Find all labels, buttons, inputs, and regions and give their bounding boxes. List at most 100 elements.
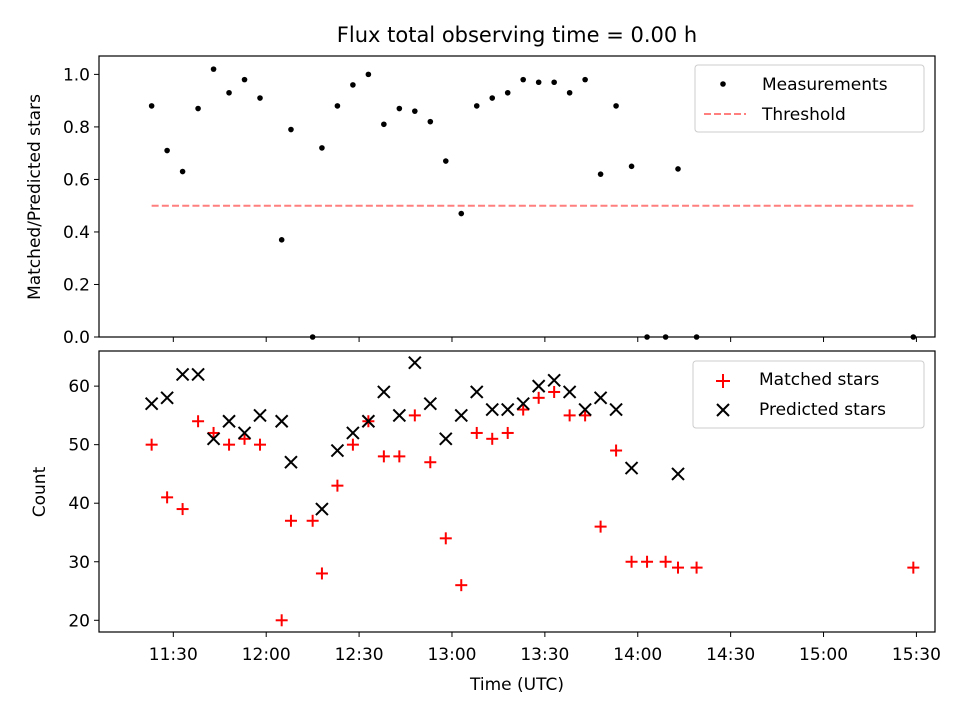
top-y-tick-label: 0.8	[63, 118, 90, 138]
legend-matched-swatch	[716, 374, 730, 388]
matched-star-point	[377, 450, 390, 463]
bottom-y-tick-label: 40	[68, 494, 90, 514]
measurement-point	[350, 82, 356, 88]
matched-star-point	[275, 614, 288, 627]
predicted-star-point	[175, 367, 190, 382]
predicted-star-point	[516, 396, 530, 411]
matched-star-point	[548, 385, 561, 398]
measurement-point	[675, 166, 681, 172]
bottom-legend: Matched stars Predicted stars	[692, 360, 925, 429]
predicted-star-point	[562, 385, 577, 399]
predicted-star-point	[191, 367, 205, 382]
measurement-point	[520, 76, 526, 83]
predicted-star-point	[206, 432, 221, 446]
measurement-point	[210, 66, 217, 72]
measurement-point	[148, 103, 155, 109]
predicted-star-point	[284, 455, 298, 469]
bottom-legend-box	[692, 360, 925, 429]
predicted-star-point	[377, 385, 391, 399]
matched-star-point	[579, 409, 592, 422]
top-y-tick-label: 0.6	[63, 170, 90, 190]
measurement-point	[458, 210, 465, 217]
matched-star-point	[284, 514, 297, 527]
legend-threshold-label: Threshold	[761, 105, 846, 125]
measurement-point	[195, 105, 201, 112]
matched-star-point	[532, 391, 545, 404]
matched-star-point	[455, 579, 468, 592]
bottom-x-tick-label: 11:30	[149, 645, 198, 665]
bottom-axis-ticks: 20 30 40 50 60 11:30 12:00 12:30 13:00 13:30 14:00…	[68, 377, 941, 665]
bottom-x-tick-label: 15:30	[892, 645, 941, 665]
measurement-point	[427, 118, 434, 125]
bottom-x-tick-label: 15:00	[799, 645, 848, 665]
predicted-star-point	[501, 402, 515, 417]
legend-measurements-label: Measurements	[762, 75, 888, 95]
matched-star-point	[176, 503, 189, 516]
predicted-star-point	[315, 502, 329, 516]
bottom-x-tick-label: 12:00	[242, 645, 291, 665]
matched-star-point	[594, 520, 607, 533]
predicted-star-point	[423, 396, 438, 411]
legend-predicted-swatch	[716, 403, 730, 417]
bottom-x-tick-label: 12:30	[335, 645, 384, 665]
measurement-point	[582, 76, 588, 83]
matched-star-point	[161, 491, 174, 504]
matched-star-point	[238, 432, 251, 445]
measurement-point	[278, 237, 285, 243]
matched-star-point	[659, 555, 672, 568]
matched-star-point	[625, 555, 638, 568]
top-y-tick-label: 0.4	[63, 223, 90, 243]
matched-star-point	[690, 561, 703, 574]
measurement-point	[551, 79, 557, 86]
predicted-star-point	[144, 396, 159, 411]
predicted-star-point	[439, 432, 453, 446]
matched-star-point	[254, 438, 267, 451]
predicted-star-point	[361, 414, 376, 428]
measurement-point	[489, 95, 496, 101]
predicted-star-point	[609, 402, 623, 417]
predicted-star-point	[408, 356, 422, 370]
measurement-point	[164, 147, 170, 154]
measurement-point	[628, 163, 635, 170]
top-panel: Flux total observing time = 0.00 h Match…	[25, 23, 936, 348]
predicted-star-point	[547, 373, 561, 387]
predicted-star-point	[222, 414, 236, 428]
matched-star-point	[408, 409, 421, 422]
bottom-plot-frame	[98, 350, 936, 633]
predicted-star-point	[485, 402, 499, 417]
measurement-point	[381, 121, 387, 128]
measurement-point	[566, 89, 573, 96]
bottom-panel: Count Time (UTC) 20 30 40 50 60 11:30 12:00 12:…	[30, 350, 941, 695]
bottom-y-tick-label: 20	[68, 611, 90, 631]
matched-star-point	[207, 426, 220, 439]
bottom-y-axis-label: Count	[30, 466, 50, 517]
predicted-star-point	[470, 385, 484, 399]
measurement-point	[334, 103, 341, 109]
top-legend: Measurements Threshold	[694, 64, 925, 133]
matched-star-point	[563, 409, 576, 422]
matched-star-point	[501, 426, 514, 439]
bottom-plot-marks	[144, 356, 920, 627]
matched-star-point	[486, 432, 499, 445]
measurement-point	[288, 126, 294, 133]
matched-star-point	[306, 514, 319, 527]
measurement-point	[535, 79, 542, 86]
measurement-point	[257, 95, 263, 101]
predicted-star-point	[531, 379, 546, 393]
bottom-x-tick-label: 13:00	[427, 645, 476, 665]
measurement-point	[179, 168, 186, 175]
top-y-axis-label: Matched/Predicted stars	[25, 94, 45, 300]
matched-star-point	[470, 426, 483, 439]
predicted-star-point	[624, 461, 639, 475]
predicted-star-point	[237, 426, 252, 440]
bottom-x-tick-label: 14:00	[613, 645, 662, 665]
bottom-y-tick-label: 60	[68, 377, 90, 397]
matched-star-point	[145, 438, 158, 451]
matched-star-point	[907, 561, 920, 574]
predicted-star-point	[253, 408, 267, 423]
bottom-x-tick-label: 13:30	[520, 645, 569, 665]
legend-predicted-label: Predicted stars	[759, 400, 886, 420]
top-legend-box	[694, 64, 925, 133]
predicted-star-point	[346, 426, 360, 440]
